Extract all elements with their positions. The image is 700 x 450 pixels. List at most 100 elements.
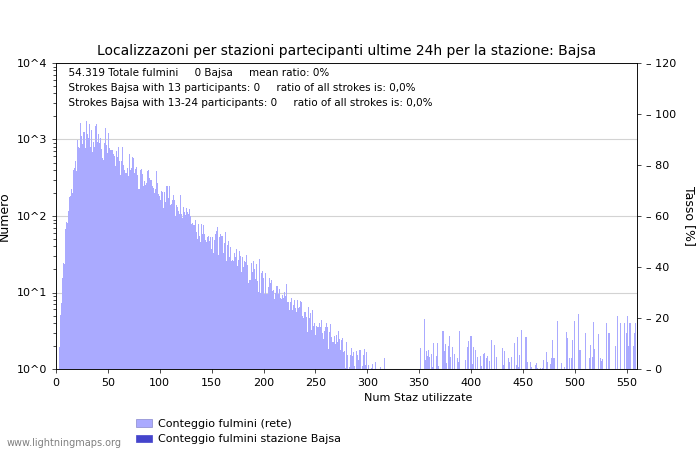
Bar	[578, 314, 580, 450]
Bar	[339, 339, 340, 450]
Bar	[201, 224, 202, 450]
Bar	[604, 369, 606, 450]
Bar	[147, 171, 148, 450]
Bar	[225, 261, 227, 450]
Bar	[498, 369, 500, 450]
Bar	[485, 369, 486, 450]
Bar	[345, 368, 346, 450]
Bar	[403, 369, 404, 450]
Bar	[408, 369, 409, 450]
Bar	[348, 369, 349, 450]
Bar	[567, 338, 568, 450]
Bar	[596, 369, 597, 450]
Bar	[358, 360, 360, 450]
Bar	[454, 354, 455, 450]
Bar	[615, 346, 616, 450]
Bar	[342, 338, 343, 450]
Bar	[328, 349, 330, 450]
Bar	[631, 369, 632, 450]
Bar	[230, 247, 231, 450]
Bar	[436, 356, 438, 450]
Bar	[296, 312, 297, 450]
Bar	[490, 369, 491, 450]
Bar	[568, 369, 569, 450]
Bar	[208, 235, 209, 450]
Bar	[219, 237, 220, 450]
Bar	[320, 327, 321, 450]
Bar	[240, 256, 241, 450]
Bar	[563, 369, 564, 450]
Bar	[210, 237, 211, 450]
Bar	[346, 342, 347, 450]
Bar	[603, 369, 604, 450]
Bar	[101, 149, 102, 450]
Bar	[304, 312, 305, 450]
Bar	[390, 369, 391, 450]
Bar	[277, 294, 279, 450]
Bar	[537, 368, 538, 450]
Bar	[475, 350, 476, 450]
Bar	[456, 369, 457, 450]
Bar	[203, 225, 204, 450]
Bar	[315, 335, 316, 450]
Bar	[205, 240, 206, 450]
Bar	[163, 207, 164, 450]
Bar	[120, 175, 121, 450]
Bar	[289, 310, 290, 450]
Bar	[386, 369, 388, 450]
Bar	[451, 369, 452, 450]
Bar	[554, 369, 556, 450]
Bar	[324, 331, 326, 450]
Bar	[365, 352, 367, 450]
Bar	[223, 243, 225, 450]
Bar	[291, 297, 292, 450]
Bar	[528, 369, 530, 450]
Bar	[592, 357, 593, 450]
Bar	[561, 364, 562, 450]
Bar	[418, 369, 419, 450]
Bar	[276, 286, 277, 450]
Bar	[146, 183, 147, 450]
Bar	[597, 369, 598, 450]
Bar	[73, 170, 74, 450]
Bar	[173, 195, 174, 450]
Bar	[313, 326, 314, 450]
Bar	[636, 369, 638, 450]
Bar	[419, 348, 421, 450]
Bar	[148, 170, 149, 450]
Bar	[622, 369, 623, 450]
Bar	[130, 170, 131, 450]
Bar	[630, 323, 631, 450]
Bar	[78, 148, 79, 450]
Bar	[238, 260, 239, 450]
Bar	[263, 279, 264, 450]
Bar	[94, 147, 95, 450]
Bar	[298, 309, 300, 450]
Bar	[398, 369, 399, 450]
Bar	[511, 356, 512, 450]
Bar	[207, 237, 208, 450]
Bar	[115, 166, 116, 450]
Bar	[414, 369, 416, 450]
Bar	[518, 367, 519, 450]
Bar	[144, 180, 145, 450]
Bar	[367, 369, 368, 450]
Bar	[391, 369, 393, 450]
Bar	[510, 369, 511, 450]
Bar	[81, 136, 83, 450]
Bar	[319, 323, 320, 450]
Bar	[118, 147, 119, 450]
Bar	[244, 261, 245, 450]
Bar	[595, 369, 596, 450]
Bar	[610, 369, 612, 450]
Bar	[434, 369, 435, 450]
Bar	[535, 365, 536, 450]
Bar	[294, 300, 295, 450]
Bar	[448, 346, 449, 450]
Bar	[164, 193, 165, 450]
Bar	[482, 369, 483, 450]
Bar	[464, 369, 466, 450]
Bar	[121, 161, 122, 450]
Bar	[195, 232, 197, 450]
Bar	[543, 360, 544, 450]
